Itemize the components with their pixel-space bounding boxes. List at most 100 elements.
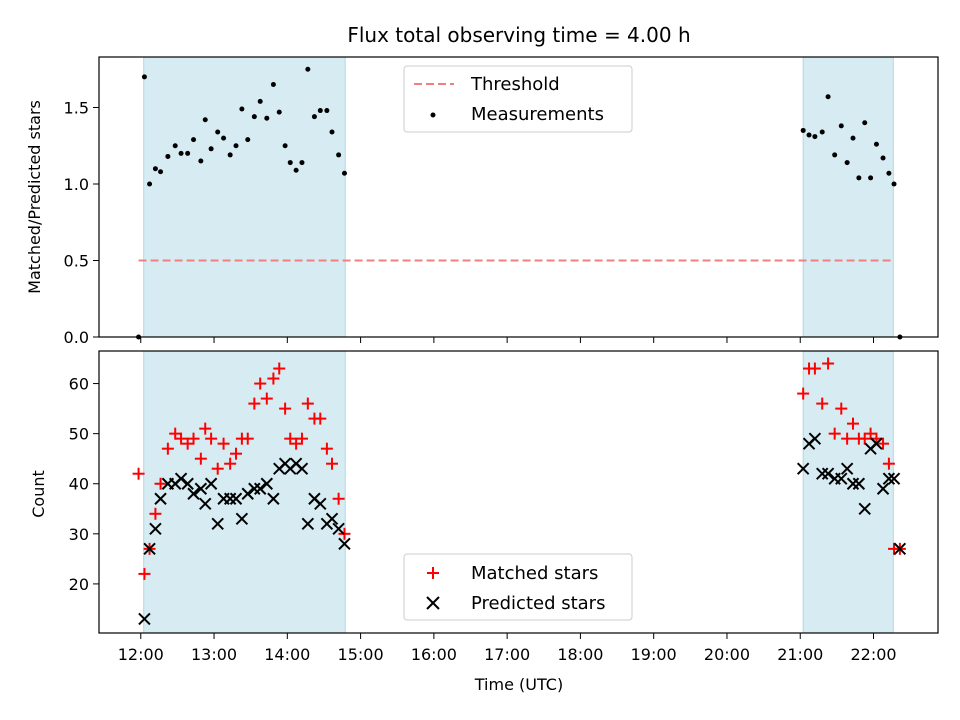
predicted-star-38 [821,467,835,480]
predicted-star-16 [235,512,249,526]
bottom-y-tick-label-0: 20 [69,575,89,594]
predicted-star-12 [211,517,224,531]
x-tick-label-10: 22:00 [850,645,896,664]
measurement-point-45 [862,120,868,126]
matched-star-45 [858,432,871,445]
bottom-plot-frame [98,350,939,634]
measurement-point-4 [158,169,164,175]
matched-star-38 [816,397,829,410]
predicted-star-43 [852,477,866,490]
measurement-point-1 [141,74,147,80]
predicted-star-47 [876,482,890,495]
x-axis-label: Time (UTC) [474,675,563,694]
predicted-star-20 [260,477,274,490]
predicted-star-b [138,612,151,626]
x-tick-label-6: 18:00 [557,645,603,664]
matched-star-15 [224,457,237,470]
measurement-point-29 [311,114,317,120]
measurement-point-38 [819,129,825,135]
predicted-star-15 [229,492,243,505]
matched-star-32 [326,457,339,470]
predicted-star-b [325,512,339,526]
measurement-point-42 [844,160,850,166]
predicted-star-34 [796,462,810,475]
measurement-point-49 [886,170,892,176]
predicted-star-29 [314,497,327,510]
legend-predicted-label: Predicted stars [471,593,605,614]
chart-title: Flux total observing time = 4.00 h [347,23,690,47]
matched-star-23 [273,362,286,375]
top-y-tick-label-3: 1.5 [64,98,89,117]
bottom-y-tick-label-2: 40 [69,475,89,494]
predicted-star-b [204,477,218,490]
predicted-star-21 [267,492,280,505]
measurement-point-10 [198,158,204,164]
measurement-point-18 [245,137,251,143]
matched-star-22 [267,372,280,385]
x-tick-label-3: 15:00 [338,645,384,664]
predicted-star-0 [138,612,151,626]
predicted-star-b [223,492,237,505]
predicted-star-b [229,492,243,505]
measurement-point-27 [299,160,305,166]
x-tick-label-9: 21:00 [777,645,823,664]
measurement-point-32 [329,129,335,135]
matched-star-3 [149,507,162,520]
top-y-axis-label: Matched/Predicted stars [25,100,44,294]
predicted-star-19 [253,482,267,495]
measurement-point-15 [227,152,233,158]
predicted-star-b [893,542,907,556]
bottom-legend: Matched stars Predicted stars [403,553,633,621]
top-y-tick-label-2: 1.0 [64,175,89,194]
x-tick-label-5: 17:00 [484,645,530,664]
predicted-star-b [295,462,309,475]
x-tick-label-1: 13:00 [191,645,237,664]
matched-star-39 [822,357,835,370]
shaded-span-0 [143,350,346,634]
matched-star-points [132,357,906,580]
predicted-star-b [154,492,167,505]
predicted-star-1 [143,542,156,556]
measurement-point-31 [324,108,330,114]
measurement-point-25 [287,160,293,166]
predicted-star-b [332,522,345,536]
matched-star-0 [132,467,145,480]
predicted-star-b [248,482,261,495]
measurement-point-8 [185,150,191,156]
matched-star-10 [194,452,207,465]
matched-star-27 [295,432,308,445]
predicted-star-49 [887,472,901,485]
predicted-star-b [858,502,871,515]
measurement-point-40 [832,152,838,158]
measurement-point-30 [317,108,323,114]
predicted-star-b [211,517,224,531]
predicted-star-b [143,542,156,556]
top-y-tick-label-1: 0.5 [64,251,89,270]
predicted-star-b [808,432,822,445]
predicted-star-b [241,487,254,500]
predicted-star-b [301,517,315,531]
measurement-point-24 [282,143,288,149]
matched-star-25 [284,432,297,445]
measurement-point-11 [202,117,208,123]
predicted-star-b [181,477,194,490]
predicted-star-b [267,492,280,505]
predicted-star-b [852,477,866,490]
measurement-point-46 [868,175,874,181]
predicted-star-b [235,512,249,526]
measurement-point-26 [293,167,299,173]
measurement-point-16 [233,143,239,149]
predicted-star-b [840,462,854,475]
predicted-star-8 [187,487,200,500]
predicted-star-10 [199,497,212,510]
legend-matched-label: Matched stars [471,563,598,584]
shaded-span-1 [802,56,894,338]
bottom-y-axis-label: Count [29,470,48,518]
shaded-span-1 [802,350,894,634]
predicted-star-6 [174,472,188,485]
measurement-point-36 [806,132,812,138]
predicted-star-points [138,432,907,626]
top-ticks: 0.0 0.5 1.0 1.5 [64,98,875,347]
measurement-point-23 [276,109,282,115]
x-tick-label-4: 16:00 [411,645,457,664]
